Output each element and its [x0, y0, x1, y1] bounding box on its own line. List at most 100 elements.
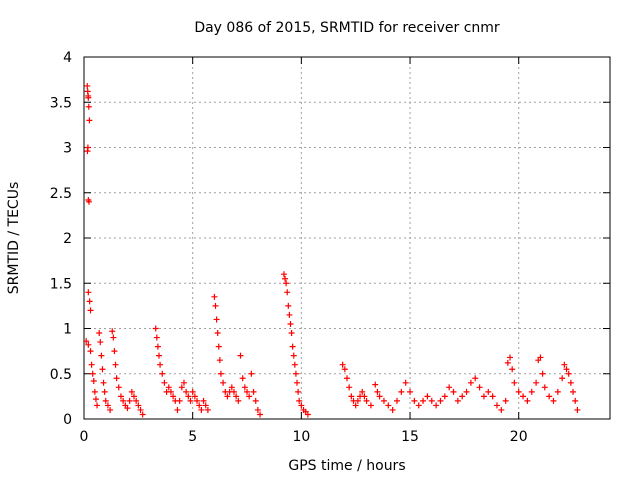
data-point — [339, 361, 346, 368]
data-point — [241, 384, 248, 391]
data-point — [161, 379, 168, 386]
data-point — [224, 393, 231, 400]
data-point — [124, 405, 131, 412]
data-point — [563, 366, 570, 373]
data-point — [511, 379, 518, 386]
data-point — [213, 316, 220, 323]
data-point — [85, 341, 92, 348]
data-point — [230, 388, 237, 395]
data-point — [520, 393, 527, 400]
data-point — [574, 406, 581, 413]
data-point — [354, 397, 361, 404]
data-point — [159, 370, 166, 377]
data-point — [298, 402, 305, 409]
data-point — [115, 384, 122, 391]
data-point — [565, 370, 572, 377]
data-point — [120, 397, 127, 404]
data-point — [441, 393, 448, 400]
data-point — [97, 339, 104, 346]
data-point — [287, 320, 294, 327]
data-point — [233, 393, 240, 400]
data-point — [220, 379, 227, 386]
y-tick-label: 4 — [63, 50, 72, 66]
data-point — [507, 354, 514, 361]
data-point — [185, 393, 192, 400]
data-point — [554, 388, 561, 395]
ticks: 0 0.5 1 1.5 2 2.5 3 3.5 4 0 5 10 15 20 — [50, 50, 610, 445]
y-axis-label: SRMTID / TECUs — [6, 182, 22, 295]
data-point — [489, 393, 496, 400]
data-point — [424, 393, 431, 400]
data-point — [133, 397, 140, 404]
data-point — [139, 411, 146, 418]
data-point — [214, 330, 221, 337]
data-point — [254, 406, 261, 413]
data-point — [102, 397, 109, 404]
data-point — [178, 384, 185, 391]
data-point — [130, 393, 137, 400]
data-point — [239, 375, 246, 382]
y-tick-label: 1 — [63, 322, 72, 338]
data-point — [550, 397, 557, 404]
data-point — [204, 406, 211, 413]
data-point — [90, 377, 97, 384]
data-point — [380, 397, 387, 404]
data-point — [155, 352, 162, 359]
data-point — [174, 406, 181, 413]
data-point — [493, 402, 500, 409]
data-point — [415, 402, 422, 409]
x-tick-label: 5 — [188, 429, 197, 445]
data-point — [228, 384, 235, 391]
data-point — [84, 82, 91, 89]
data-point — [567, 379, 574, 386]
data-point — [437, 397, 444, 404]
data-point — [498, 406, 505, 413]
data-point — [252, 397, 259, 404]
data-point — [459, 393, 466, 400]
data-point — [235, 397, 242, 404]
y-tick-label: 3.5 — [50, 95, 72, 111]
data-point — [202, 402, 209, 409]
y-tick-label: 1.5 — [50, 276, 72, 292]
data-point — [113, 375, 120, 382]
data-point — [428, 397, 435, 404]
data-point — [198, 406, 205, 413]
data-point — [212, 302, 219, 309]
data-point — [393, 397, 400, 404]
data-point — [99, 366, 106, 373]
data-point — [294, 379, 301, 386]
data-point — [200, 397, 207, 404]
data-point — [88, 361, 95, 368]
data-point — [296, 397, 303, 404]
data-point — [211, 293, 218, 300]
data-point — [84, 148, 91, 155]
data-point — [367, 402, 374, 409]
data-point — [85, 198, 92, 205]
data-point — [217, 370, 224, 377]
grid — [84, 57, 610, 419]
data-point — [257, 411, 264, 418]
data-point — [137, 406, 144, 413]
data-point — [283, 280, 290, 287]
data-point — [157, 361, 164, 368]
data-point — [187, 397, 194, 404]
data-point — [237, 352, 244, 359]
data-point — [480, 393, 487, 400]
data-point — [485, 388, 492, 395]
data-point — [295, 388, 302, 395]
data-point — [110, 334, 117, 341]
data-point — [96, 330, 103, 337]
data-point — [250, 388, 257, 395]
data-point — [572, 397, 579, 404]
data-point — [87, 307, 94, 314]
data-point — [546, 393, 553, 400]
data-point — [502, 397, 509, 404]
y-tick-label: 0 — [63, 412, 72, 428]
data-point — [176, 397, 183, 404]
data-point — [539, 370, 546, 377]
data-point — [104, 402, 111, 409]
data-point — [98, 352, 105, 359]
data-point — [165, 384, 172, 391]
data-point — [570, 388, 577, 395]
data-points — [83, 82, 581, 418]
